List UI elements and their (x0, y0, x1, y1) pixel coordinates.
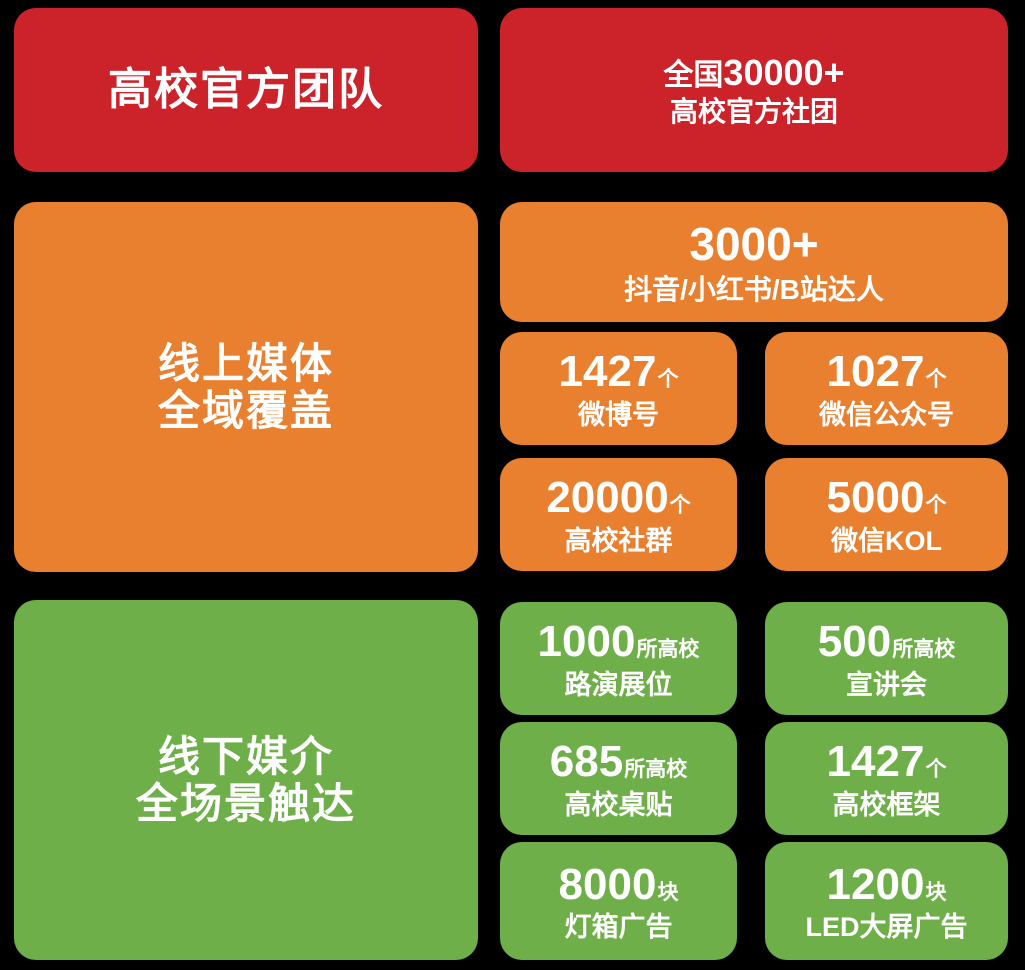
panel-title-online-media-line-2: 全域覆盖 (157, 387, 334, 434)
metric-label: 微信KOL (831, 525, 942, 556)
metric-label: 灯箱广告 (564, 912, 673, 943)
metric-card-campus-groups[interactable]: 20000 个 高校社群 (500, 458, 737, 571)
panel-title-college-official-team: 高校官方团队 (108, 65, 384, 115)
metric-card-weibo-accounts[interactable]: 1427 个 微博号 (500, 332, 737, 445)
metric-value-row: 20000 个 (546, 473, 690, 522)
metric-value-row: 1427 个 (827, 737, 947, 786)
metric-card-campus-frame[interactable]: 1427 个 高校框架 (765, 722, 1008, 835)
metric-card-wechat-kol[interactable]: 5000 个 微信KOL (765, 458, 1008, 571)
metric-card-info-session[interactable]: 500 所高校 宣讲会 (765, 602, 1008, 715)
metric-label: 高校社群 (564, 525, 673, 556)
metric-prefix: 全国 (663, 58, 724, 92)
metric-unit: 个 (925, 368, 947, 392)
metric-unit: 个 (669, 494, 691, 518)
panel-title-online-media-line-1: 线上媒体 (157, 339, 334, 387)
metric-unit: 所高校 (892, 638, 956, 662)
metric-card-roadshow-booth[interactable]: 1000 所高校 路演展位 (500, 602, 737, 715)
metric-label: LED大屏广告 (805, 912, 968, 943)
metric-unit: 所高校 (624, 758, 688, 782)
metric-number: 500 (817, 617, 892, 667)
metric-value-row: 8000 块 (559, 860, 679, 909)
metric-number: 1200 (826, 859, 925, 909)
metric-unit: 个 (925, 494, 947, 518)
metric-number: 685 (549, 737, 624, 787)
metric-unit: 块 (657, 880, 679, 904)
panel-offline-media-reach[interactable]: 线下媒介 全场景触达 (14, 600, 478, 960)
metric-card-lightbox-ad[interactable]: 8000 块 灯箱广告 (500, 842, 737, 960)
panel-college-official-team[interactable]: 高校官方团队 (14, 8, 478, 172)
panel-title-offline-media-line-1: 线下媒介 (157, 732, 334, 780)
metric-value-row: 500 所高校 (818, 617, 955, 666)
metric-number: 1000 (537, 617, 636, 667)
metric-number: 1427 (826, 737, 925, 787)
metric-number: 5000 (826, 473, 925, 523)
metric-label: 微信公众号 (819, 399, 954, 430)
metric-label: 路演展位 (564, 669, 673, 700)
metric-number: 1027 (826, 347, 925, 397)
metric-label: 宣讲会 (846, 669, 927, 700)
metric-card-desk-sticker[interactable]: 685 所高校 高校桌贴 (500, 722, 737, 835)
metric-value-row: 3000+ (689, 219, 818, 271)
metric-card-led-screen-ad[interactable]: 1200 块 LED大屏广告 (765, 842, 1008, 960)
metric-label: 抖音/小红书/B站达人 (624, 273, 884, 305)
metric-card-wechat-official-accounts[interactable]: 1027 个 微信公众号 (765, 332, 1008, 445)
metric-value-row: 1427 个 (559, 347, 679, 396)
panel-online-media-coverage[interactable]: 线上媒体 全域覆盖 (14, 202, 478, 572)
metric-unit: 块 (925, 880, 947, 904)
metric-number: 3000+ (689, 218, 819, 271)
metric-value-row: 5000 个 (827, 473, 947, 522)
metric-label: 高校桌贴 (564, 789, 673, 820)
metric-card-kol-creators[interactable]: 3000+ 抖音/小红书/B站达人 (500, 202, 1008, 322)
metric-label: 高校框架 (832, 789, 941, 820)
metric-label: 高校官方社团 (669, 95, 838, 127)
metric-value-row: 全国 30000+ (663, 51, 845, 93)
metric-number: 20000 (546, 473, 669, 523)
metric-value-row: 1200 块 (827, 860, 947, 909)
metric-value-row: 1000 所高校 (538, 617, 700, 666)
metric-unit: 个 (657, 368, 679, 392)
metric-value-row: 1027 个 (827, 347, 947, 396)
metric-value-row: 685 所高校 (550, 737, 687, 786)
panel-title-offline-media-line-2: 全场景触达 (135, 780, 356, 827)
metric-unit: 所高校 (636, 638, 700, 662)
metric-label: 微博号 (578, 399, 659, 430)
metric-card-national-official-clubs[interactable]: 全国 30000+ 高校官方社团 (500, 8, 1008, 172)
metric-number: 8000 (558, 859, 657, 909)
metric-unit: 个 (925, 758, 947, 782)
metric-number: 1427 (558, 347, 657, 397)
metric-number: 30000+ (723, 51, 845, 93)
